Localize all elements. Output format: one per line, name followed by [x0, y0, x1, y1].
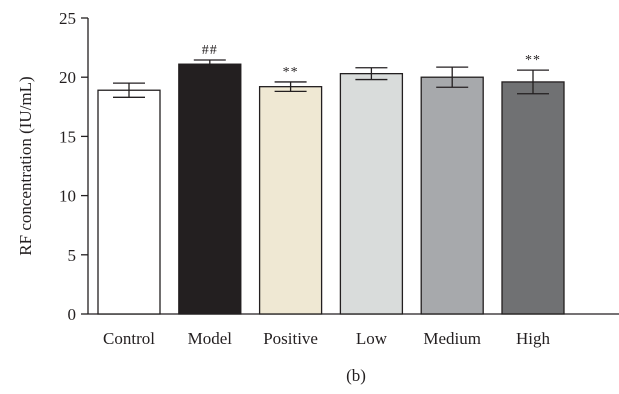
y-tick-label: 10	[59, 187, 76, 206]
y-tick-label: 15	[59, 127, 76, 146]
bar-low	[339, 72, 404, 315]
x-tick-label-medium: Medium	[423, 329, 481, 348]
axes: 0 5 10 15 20 25 Control Model Positive Low Medium H…	[59, 9, 619, 348]
x-tick-label-low: Low	[356, 329, 388, 348]
y-tick-label: 20	[59, 68, 76, 87]
y-tick-label: 0	[68, 305, 77, 324]
x-tick-label-control: Control	[103, 329, 155, 348]
x-tick-label-positive: Positive	[263, 329, 318, 348]
bar-control	[97, 89, 161, 315]
x-tick-label-model: Model	[188, 329, 233, 348]
y-tick-label: 25	[59, 9, 76, 28]
bars-group: ## ** **	[97, 43, 565, 315]
bar-model	[178, 63, 242, 315]
x-tick-label-high: High	[516, 329, 551, 348]
y-axis-title: RF concentration (IU/mL)	[16, 76, 35, 255]
figure-caption: (b)	[346, 366, 366, 385]
y-tick-label: 5	[68, 246, 77, 265]
bar-medium	[420, 76, 484, 315]
significance-label: ##	[202, 43, 218, 58]
bar-high	[501, 81, 565, 315]
significance-label: **	[283, 65, 299, 80]
bar-positive	[258, 86, 323, 315]
significance-label: **	[525, 53, 541, 68]
